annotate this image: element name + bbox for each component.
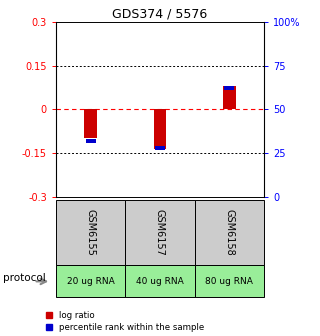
Bar	[154, 109, 166, 149]
Text: 20 ug RNA: 20 ug RNA	[67, 277, 115, 286]
Bar	[225, 86, 234, 90]
Bar	[86, 139, 95, 143]
Text: protocol: protocol	[3, 273, 46, 283]
Bar	[84, 109, 97, 138]
Bar	[223, 86, 236, 109]
Text: GSM6157: GSM6157	[155, 209, 165, 256]
Text: 40 ug RNA: 40 ug RNA	[136, 277, 184, 286]
Text: GSM6158: GSM6158	[224, 209, 234, 256]
Legend: log ratio, percentile rank within the sample: log ratio, percentile rank within the sa…	[46, 311, 204, 332]
Text: GSM6155: GSM6155	[86, 209, 96, 256]
Text: 80 ug RNA: 80 ug RNA	[205, 277, 253, 286]
Title: GDS374 / 5576: GDS374 / 5576	[112, 8, 208, 21]
Bar	[155, 145, 165, 150]
